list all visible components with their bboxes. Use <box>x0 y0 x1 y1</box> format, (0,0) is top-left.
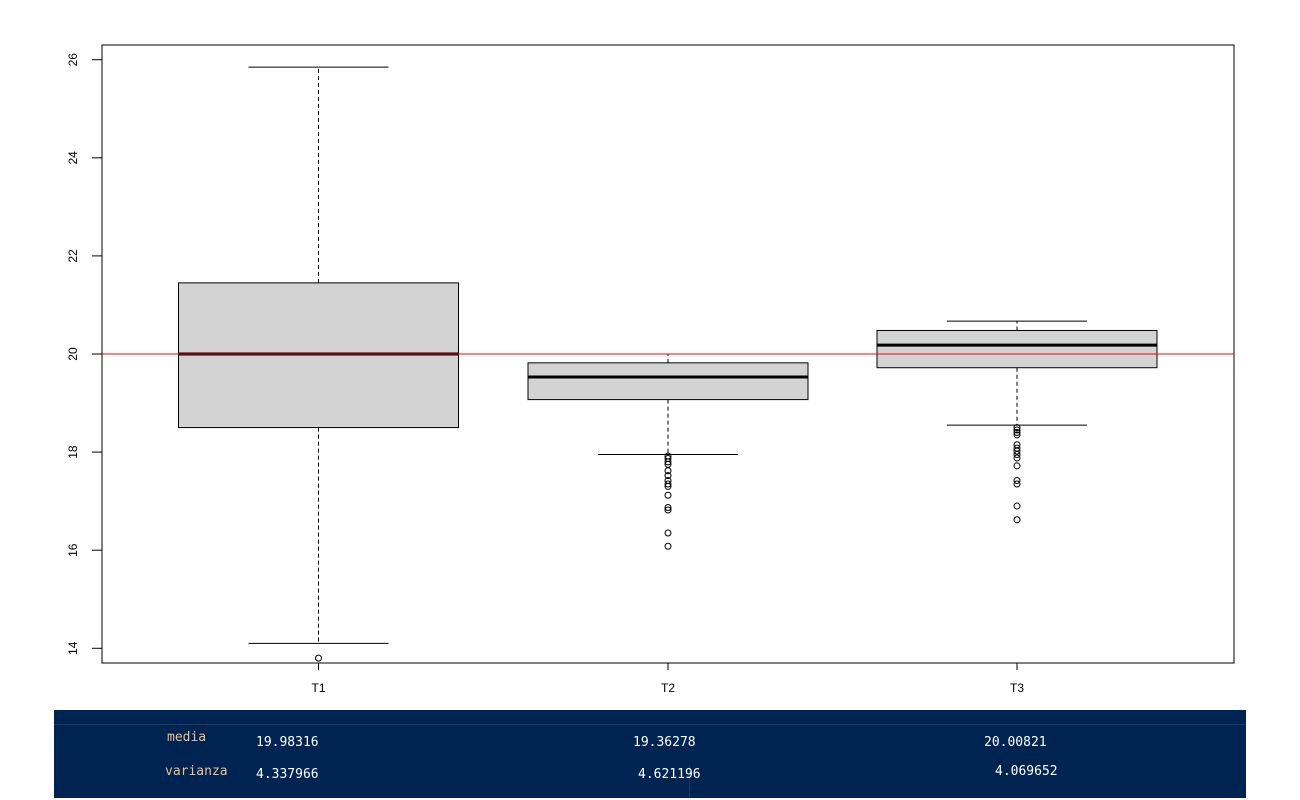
varianza-value-t2: 4.621196 <box>638 767 701 782</box>
outlier-point <box>1013 447 1021 455</box>
outlier-point <box>1013 451 1021 459</box>
box-T2 <box>527 353 809 550</box>
y-tick-label: 20 <box>66 347 80 361</box>
y-tick-label: 16 <box>66 543 80 557</box>
outlier-point <box>664 506 672 514</box>
outlier-point <box>1013 480 1021 488</box>
outlier-point <box>1013 477 1021 485</box>
outlier-point <box>1013 516 1021 524</box>
stats-table: media 19.98316 19.36278 20.00821 varianz… <box>54 710 1246 798</box>
outlier-point <box>1013 424 1021 432</box>
outlier-point <box>1013 426 1021 434</box>
box-T3 <box>876 320 1158 524</box>
outlier-point <box>664 529 672 537</box>
outlier-point <box>1013 502 1021 510</box>
media-value-t1: 19.98316 <box>256 735 319 750</box>
varianza-label: varianza <box>165 764 228 779</box>
table-column-divider <box>689 766 690 798</box>
outlier-point <box>664 458 672 466</box>
y-tick-label: 18 <box>66 445 80 459</box>
outlier-point <box>1013 431 1021 439</box>
outlier-point <box>664 491 672 499</box>
x-tick-label-T2: T2 <box>661 681 675 695</box>
iqr-box <box>527 362 809 401</box>
media-label: media <box>167 730 207 745</box>
y-tick-label: 26 <box>66 53 80 67</box>
box-T1 <box>178 66 459 662</box>
iqr-box <box>876 329 1158 369</box>
x-tick-label-T3: T3 <box>1010 681 1024 695</box>
outlier-point <box>664 472 672 480</box>
y-tick-label: 22 <box>66 249 80 263</box>
outlier-point <box>664 482 672 490</box>
outlier-point <box>664 542 672 550</box>
outlier-point <box>1013 428 1021 436</box>
outlier-point <box>1013 454 1021 462</box>
outlier-point <box>664 467 672 475</box>
media-value-t3: 20.00821 <box>984 735 1047 750</box>
table-divider <box>54 724 1246 725</box>
outlier-point <box>1013 462 1021 470</box>
varianza-value-t1: 4.337966 <box>256 767 319 782</box>
outlier-point <box>315 654 322 662</box>
y-tick-label: 14 <box>66 641 80 655</box>
x-tick-label-T1: T1 <box>311 681 325 695</box>
outlier-point <box>664 480 672 488</box>
y-tick-label: 24 <box>66 151 80 165</box>
boxplot-chart: 14 16 18 20 22 24 26 T1 T2 T3 <box>66 44 1235 695</box>
media-value-t2: 19.36278 <box>633 735 696 750</box>
outlier-point <box>664 504 672 512</box>
varianza-value-t3: 4.069652 <box>995 764 1058 779</box>
